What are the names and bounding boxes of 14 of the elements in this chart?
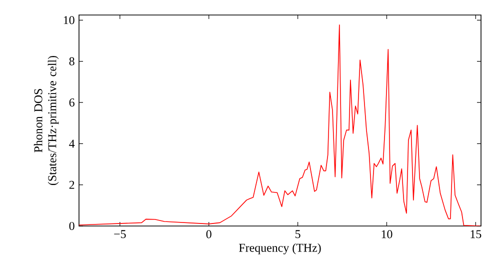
y-tick-label: 8 [69,57,74,66]
x-tick-label: 0 [206,230,212,238]
y-tick-label: 10 [64,16,74,24]
x-axis-title: Frequency (THz) [239,243,321,254]
x-tick-label: 5 [295,230,300,238]
x-tick-label: 15 [470,230,482,238]
x-tick-label: −5 [114,230,126,238]
x-tick-label: 10 [382,230,392,238]
y-axis-title: Phonon DOS (States/THz·primitive cell) [34,56,59,186]
y-tick-label: 2 [69,180,74,189]
y-tick-label: 0 [69,222,74,230]
y-tick-label: 6 [69,98,74,106]
line-series [79,24,481,226]
y-tick-label: 4 [69,140,75,148]
